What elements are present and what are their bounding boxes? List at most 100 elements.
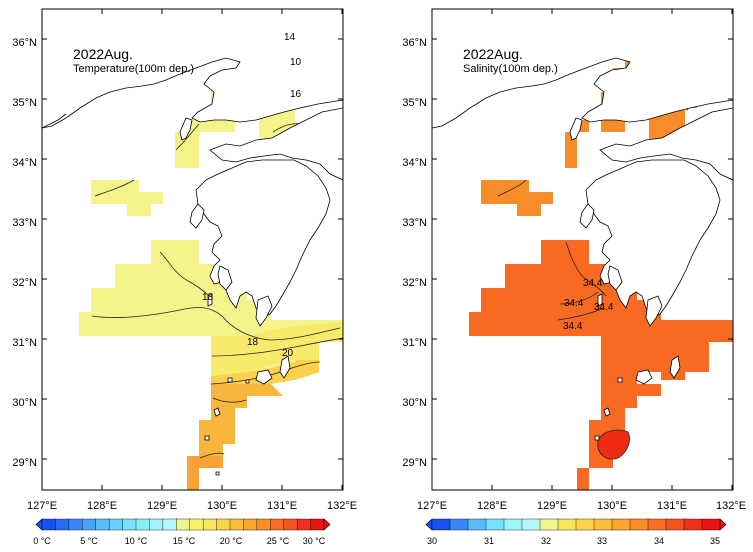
tanegashima-island [279,355,291,379]
lon-label: 131°E [657,500,687,512]
colorbar-swatch [449,518,469,531]
colorbar-label: 25 °C [267,536,290,546]
colorbar-swatch [149,518,164,531]
lat-labels: 29°N 30°N 31°N 32°N 33°N 34°N 35°N 36°N [12,37,37,469]
lat-label: 31°N [402,337,427,349]
amakusa-island [217,265,233,291]
lon-label: 132°E [716,500,746,512]
salinity-colorbar-labels: 30 31 32 33 34 35 [427,536,720,546]
contour-label: 10 [290,57,302,68]
contour-labels: 34.4 34.4 34.4 34.4 [563,278,614,332]
lat-label: 33°N [402,217,427,229]
lat-label: 36°N [12,37,37,49]
lat-label: 35°N [402,97,427,109]
small-island [215,471,220,476]
colorbar-extend-high [323,518,331,531]
contour-label: 34.4 [564,298,584,309]
contour-line [159,251,213,301]
colorbar-swatch [162,518,177,531]
contour-line [565,241,607,297]
lon-label: 129°E [537,500,567,512]
chugoku-land [599,107,733,181]
yakushima-island [635,369,653,385]
lon-label: 127°E [417,500,447,512]
yakushima-island [255,369,273,385]
colorbar-swatch [467,518,487,531]
contour-label: 34.4 [583,278,603,289]
chugoku-land [209,107,343,181]
lat-label: 30°N [12,397,37,409]
colorbar-swatch [55,518,70,531]
colorbar-swatch [176,518,191,531]
lat-label: 32°N [12,277,37,289]
colorbar-swatch [95,518,110,531]
lon-labels: 127°E 128°E 129°E 130°E 131°E 132°E [417,500,746,512]
colorbar-swatch [683,518,703,531]
map-subtitle: Salinity(100m dep.) [463,63,558,75]
sal-main-body [469,240,733,490]
contour-label: 34.4 [594,302,614,313]
contour-line [94,179,135,197]
colorbar-extend-low [425,518,433,531]
osumi-peninsula [645,295,663,327]
small-island [245,379,250,384]
lat-label: 35°N [12,97,37,109]
contour-label: 18 [202,292,214,303]
colorbar-label: 35 [710,536,720,546]
lon-label: 132°E [327,500,357,512]
amakusa-island [607,265,623,291]
colorbar-swatch [593,518,613,531]
axis-ticks [41,9,343,490]
lon-label: 129°E [147,500,177,512]
small-island [227,377,233,383]
contour-label: 14 [284,32,296,43]
colorbar-swatch [296,518,312,531]
contour-label: 16 [290,89,302,100]
kyushu-west-islands [189,203,205,229]
land-outline [432,9,733,441]
colorbar-swatch [611,518,631,531]
lon-labels: 127°E 128°E 129°E 130°E 131°E 132°E [27,500,357,512]
lon-label: 128°E [477,500,507,512]
colorbar-swatch [283,518,298,531]
contour-label: 18 [247,337,259,348]
colorbar-label: 10 °C [125,536,148,546]
lat-label: 29°N [12,457,37,469]
lat-label: 34°N [12,157,37,169]
lat-label: 34°N [402,157,427,169]
colorbar-swatch [202,518,218,531]
map-frame [431,8,734,491]
colorbar-swatch [629,518,649,531]
temp-warm-south [187,384,283,490]
contour-line [212,397,247,403]
lon-label: 127°E [27,500,57,512]
colorbar-swatch [229,518,244,531]
lat-label: 29°N [402,457,427,469]
map-frame [41,8,344,491]
colorbar-label: 0 °C [33,536,51,546]
koshiki-island [597,293,603,307]
colorbar-label: 30 °C [303,536,326,546]
map-subtitle: Temperature(100m dep.) [73,63,194,75]
kyushu-west-islands [579,203,595,229]
osumi-peninsula [255,295,273,327]
contour-line [597,429,630,460]
map-title: 2022Aug. [73,46,133,62]
colorbar-swatch [256,518,271,531]
colorbar-swatch [189,518,204,531]
lon-label: 128°E [87,500,117,512]
colorbar-label: 15 °C [173,536,196,546]
tsushima-island [569,117,583,141]
colorbar-swatch [485,518,505,531]
colorbar-swatch [557,518,577,531]
colorbar-swatch [503,518,523,531]
colorbar-swatch [701,518,721,531]
small-island [204,435,210,441]
sal-high-core [597,430,630,460]
lat-label: 32°N [402,277,427,289]
colorbar-extend-high [719,518,727,531]
small-island [603,407,611,417]
colorbar-swatch [41,518,56,531]
honshu-land [42,9,343,129]
